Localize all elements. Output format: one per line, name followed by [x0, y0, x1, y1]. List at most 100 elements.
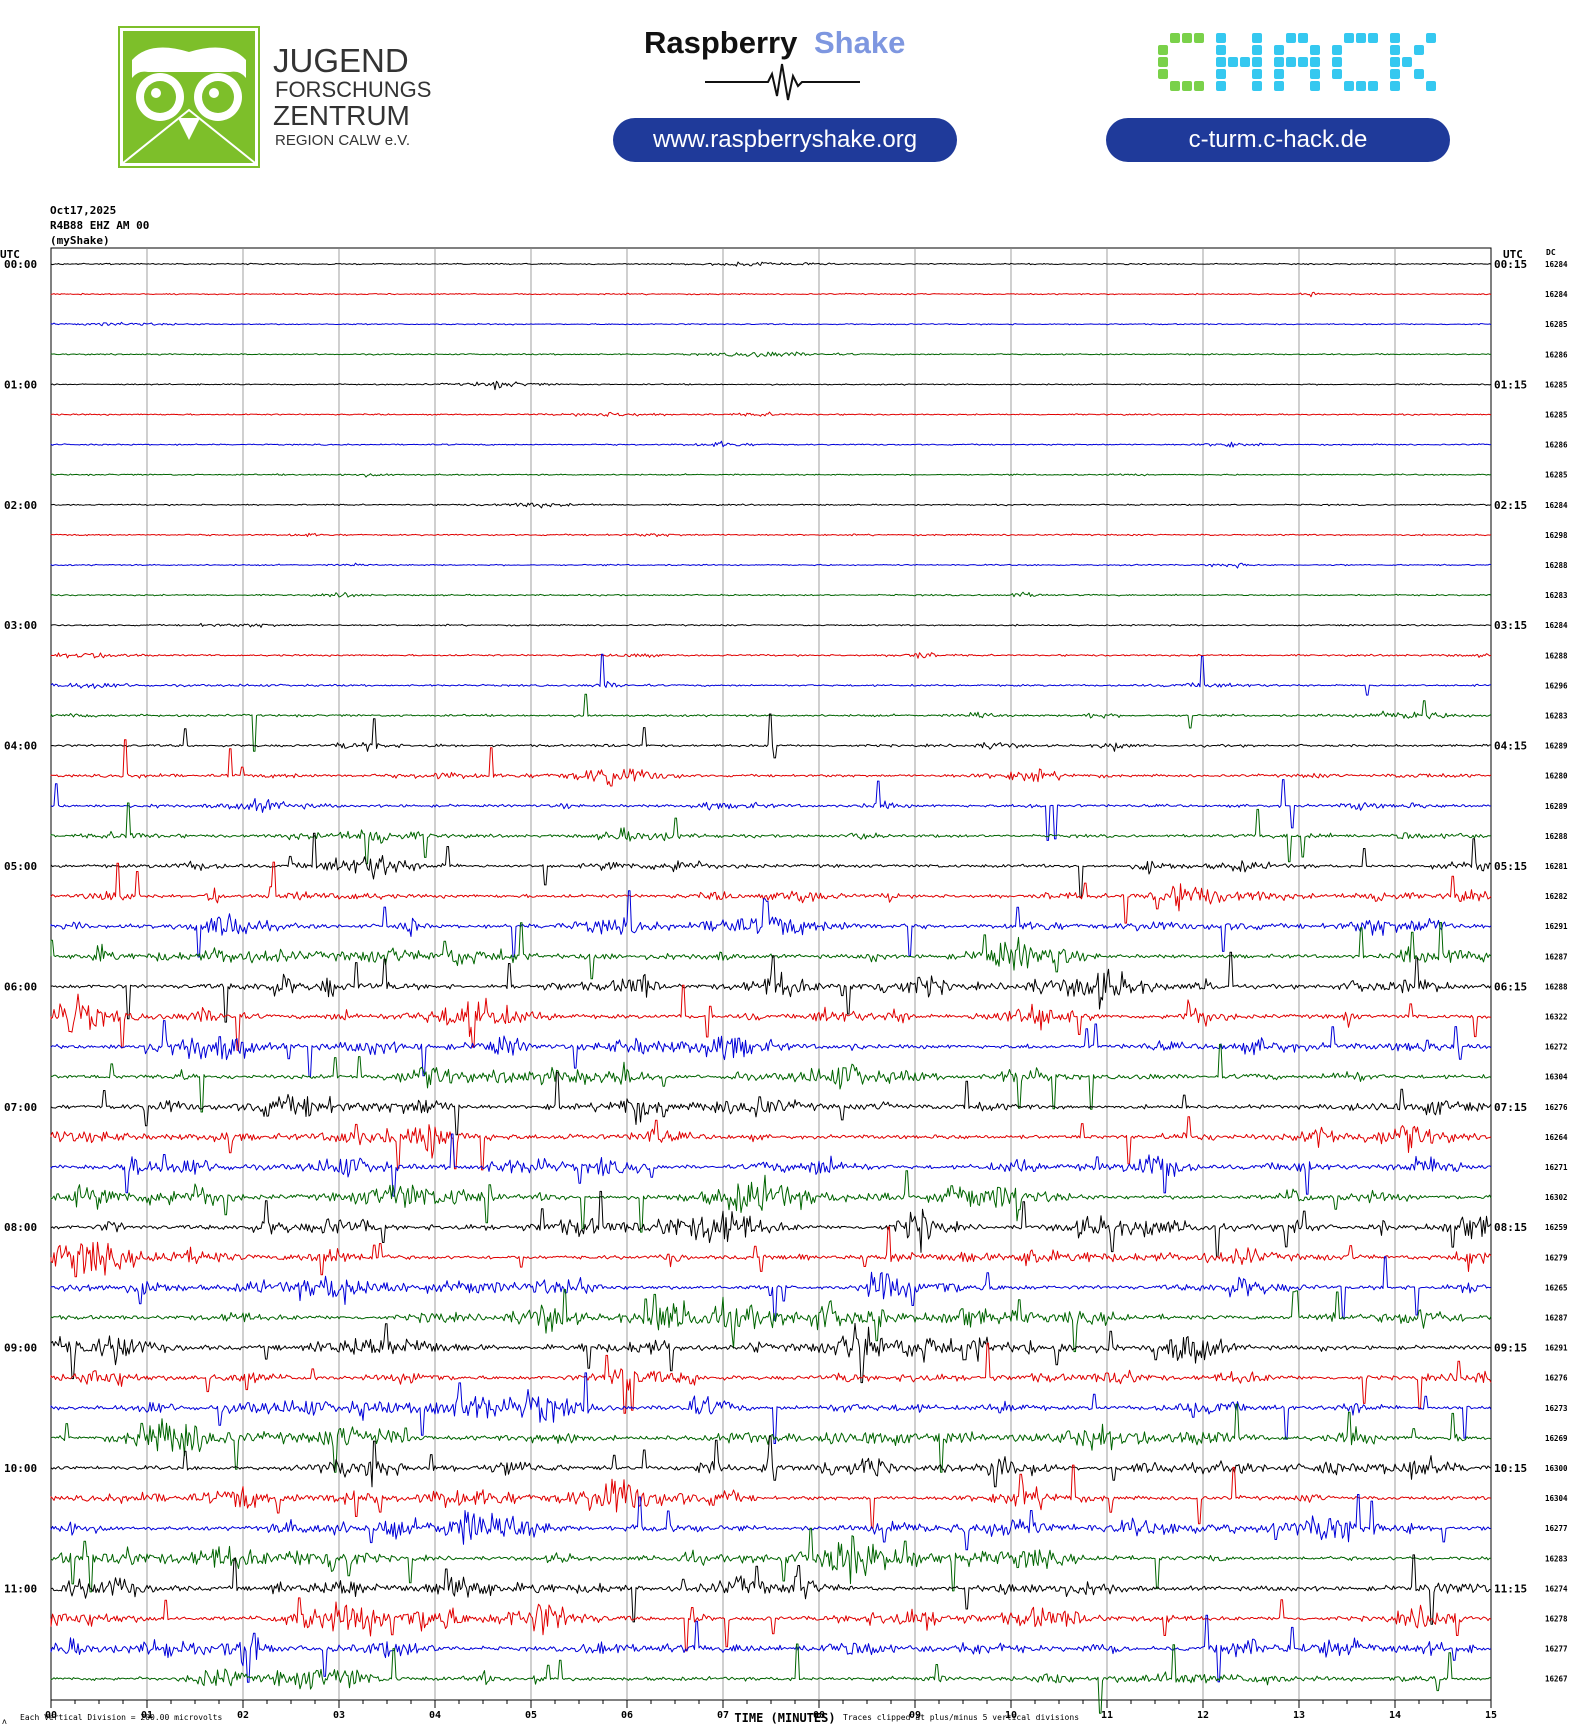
- left-time-label: 06:00: [4, 980, 37, 993]
- chack-letter-a: [1274, 33, 1320, 91]
- chack-letter-c: [1332, 33, 1378, 91]
- dc-value: 16289: [1545, 742, 1568, 751]
- x-tick-label: 05: [525, 1710, 537, 1721]
- right-time-label: 10:15: [1494, 1462, 1527, 1475]
- left-time-label: 08:00: [4, 1221, 37, 1234]
- clip-note: Traces clipped at plus/minus 5 vertical …: [843, 1713, 1079, 1722]
- jfz-logo: JUGEND FORSCHUNGS ZENTRUM REGION CALW e.…: [119, 27, 431, 167]
- x-tick-label: 02: [237, 1710, 249, 1721]
- station-label: R4B88 EHZ AM 00: [50, 219, 149, 232]
- x-tick-label: 03: [333, 1710, 345, 1721]
- dc-value: 16283: [1545, 1554, 1568, 1563]
- dc-value: 16285: [1545, 411, 1568, 420]
- x-tick-label: 14: [1389, 1710, 1401, 1721]
- x-tick-label: 15: [1485, 1710, 1497, 1721]
- dc-value: 16276: [1545, 1374, 1568, 1383]
- jfz-line4: REGION CALW e.V.: [275, 132, 410, 149]
- raspberry-word: Raspberry: [644, 25, 798, 60]
- left-time-label: 07:00: [4, 1101, 37, 1114]
- source-label: (myShake): [50, 234, 110, 247]
- chack-url[interactable]: c-turm.c-hack.de: [1189, 126, 1368, 153]
- dc-value: 16288: [1545, 982, 1568, 991]
- dc-value: 16272: [1545, 1043, 1568, 1052]
- date-label: Oct17,2025: [50, 204, 116, 217]
- dc-value: 16274: [1545, 1584, 1568, 1593]
- dc-value-column: 1628416284162851628616285162851628616285…: [1545, 260, 1568, 1684]
- dc-value: 16304: [1545, 1494, 1568, 1503]
- x-tick-label: 06: [621, 1710, 633, 1721]
- x-tick-label: 04: [429, 1710, 441, 1721]
- right-utc-label: UTC: [1503, 248, 1523, 261]
- dc-value: 16304: [1545, 1073, 1568, 1082]
- dc-value: 16277: [1545, 1645, 1568, 1654]
- x-tick-label: 13: [1293, 1710, 1305, 1721]
- shake-word: Shake: [814, 25, 905, 60]
- left-time-label: 04:00: [4, 740, 37, 753]
- dc-value: 16280: [1545, 772, 1568, 781]
- left-time-label: 10:00: [4, 1462, 37, 1475]
- dc-value: 16278: [1545, 1615, 1568, 1624]
- dc-value: 16288: [1545, 561, 1568, 570]
- dc-value: 16291: [1545, 1344, 1568, 1353]
- x-axis-label: TIME (MINUTES): [734, 1711, 835, 1725]
- dc-value: 16283: [1545, 712, 1568, 721]
- dc-value: 16284: [1545, 260, 1568, 269]
- left-time-axis: 00:00 01:00 02:00 03:00 04:00 05:00 06:00 07:00…: [4, 258, 37, 1595]
- left-utc-label: UTC: [0, 248, 20, 261]
- right-time-axis: 00:1501:1502:1503:1504:1505:1506:1507:15…: [1494, 258, 1527, 1595]
- dc-value: 16282: [1545, 892, 1568, 901]
- corner-mark: ʌ: [2, 1717, 7, 1726]
- dc-value: 16286: [1545, 350, 1568, 359]
- dc-value: 16281: [1545, 862, 1568, 871]
- dc-value: 16288: [1545, 651, 1568, 660]
- x-tick-label: 07: [717, 1710, 729, 1721]
- jfz-line1: JUGEND: [273, 42, 409, 79]
- dc-value: 16269: [1545, 1434, 1568, 1443]
- dc-value: 16284: [1545, 290, 1568, 299]
- dc-value: 16296: [1545, 681, 1568, 690]
- chack-logo: c-turm.c-hack.de: [1106, 33, 1450, 162]
- chack-letter-h: [1216, 33, 1262, 91]
- dc-value: 16283: [1545, 591, 1568, 600]
- chack-wordmark: [1158, 33, 1436, 91]
- dc-value: 16322: [1545, 1013, 1568, 1022]
- dc-value: 16298: [1545, 531, 1568, 540]
- left-time-label: 01:00: [4, 378, 37, 391]
- dc-value: 16289: [1545, 802, 1568, 811]
- dc-value: 16285: [1545, 380, 1568, 389]
- dc-value: 16267: [1545, 1675, 1568, 1684]
- dc-value: 16277: [1545, 1524, 1568, 1533]
- dc-value: 16287: [1545, 952, 1568, 961]
- right-time-label: 04:15: [1494, 740, 1527, 753]
- right-time-label: 02:15: [1494, 499, 1527, 512]
- chack-letter-k: [1390, 33, 1436, 91]
- left-time-label: 03:00: [4, 619, 37, 632]
- dc-value: 16284: [1545, 621, 1568, 630]
- scale-note: Each Vertical Division = 200.00 microvol…: [20, 1713, 222, 1722]
- right-time-label: 05:15: [1494, 860, 1527, 873]
- left-time-label: 09:00: [4, 1342, 37, 1355]
- right-time-label: 09:15: [1494, 1342, 1527, 1355]
- dc-value: 16271: [1545, 1163, 1568, 1172]
- dc-value: 16264: [1545, 1133, 1568, 1142]
- dc-value: 16259: [1545, 1223, 1568, 1232]
- chack-letter-c: [1158, 33, 1204, 91]
- dc-value: 16285: [1545, 471, 1568, 480]
- dc-value: 16284: [1545, 501, 1568, 510]
- dc-value: 16302: [1545, 1193, 1568, 1202]
- x-tick-label: 11: [1101, 1710, 1113, 1721]
- dc-value: 16273: [1545, 1404, 1568, 1413]
- raspberry-url[interactable]: www.raspberryshake.org: [652, 126, 917, 153]
- raspberry-shake-logo: Raspberry Shake www.raspberryshake.org: [613, 25, 957, 162]
- dc-value: 16286: [1545, 441, 1568, 450]
- dc-header-label: DC: [1546, 248, 1556, 257]
- jfz-line2: FORSCHUNGS: [275, 77, 431, 102]
- right-time-label: 11:15: [1494, 1582, 1527, 1595]
- dc-value: 16288: [1545, 832, 1568, 841]
- svg-text:Raspberry Shake: Raspberry Shake: [644, 25, 905, 60]
- right-time-label: 01:15: [1494, 378, 1527, 391]
- x-tick-label: 12: [1197, 1710, 1209, 1721]
- left-time-label: 05:00: [4, 860, 37, 873]
